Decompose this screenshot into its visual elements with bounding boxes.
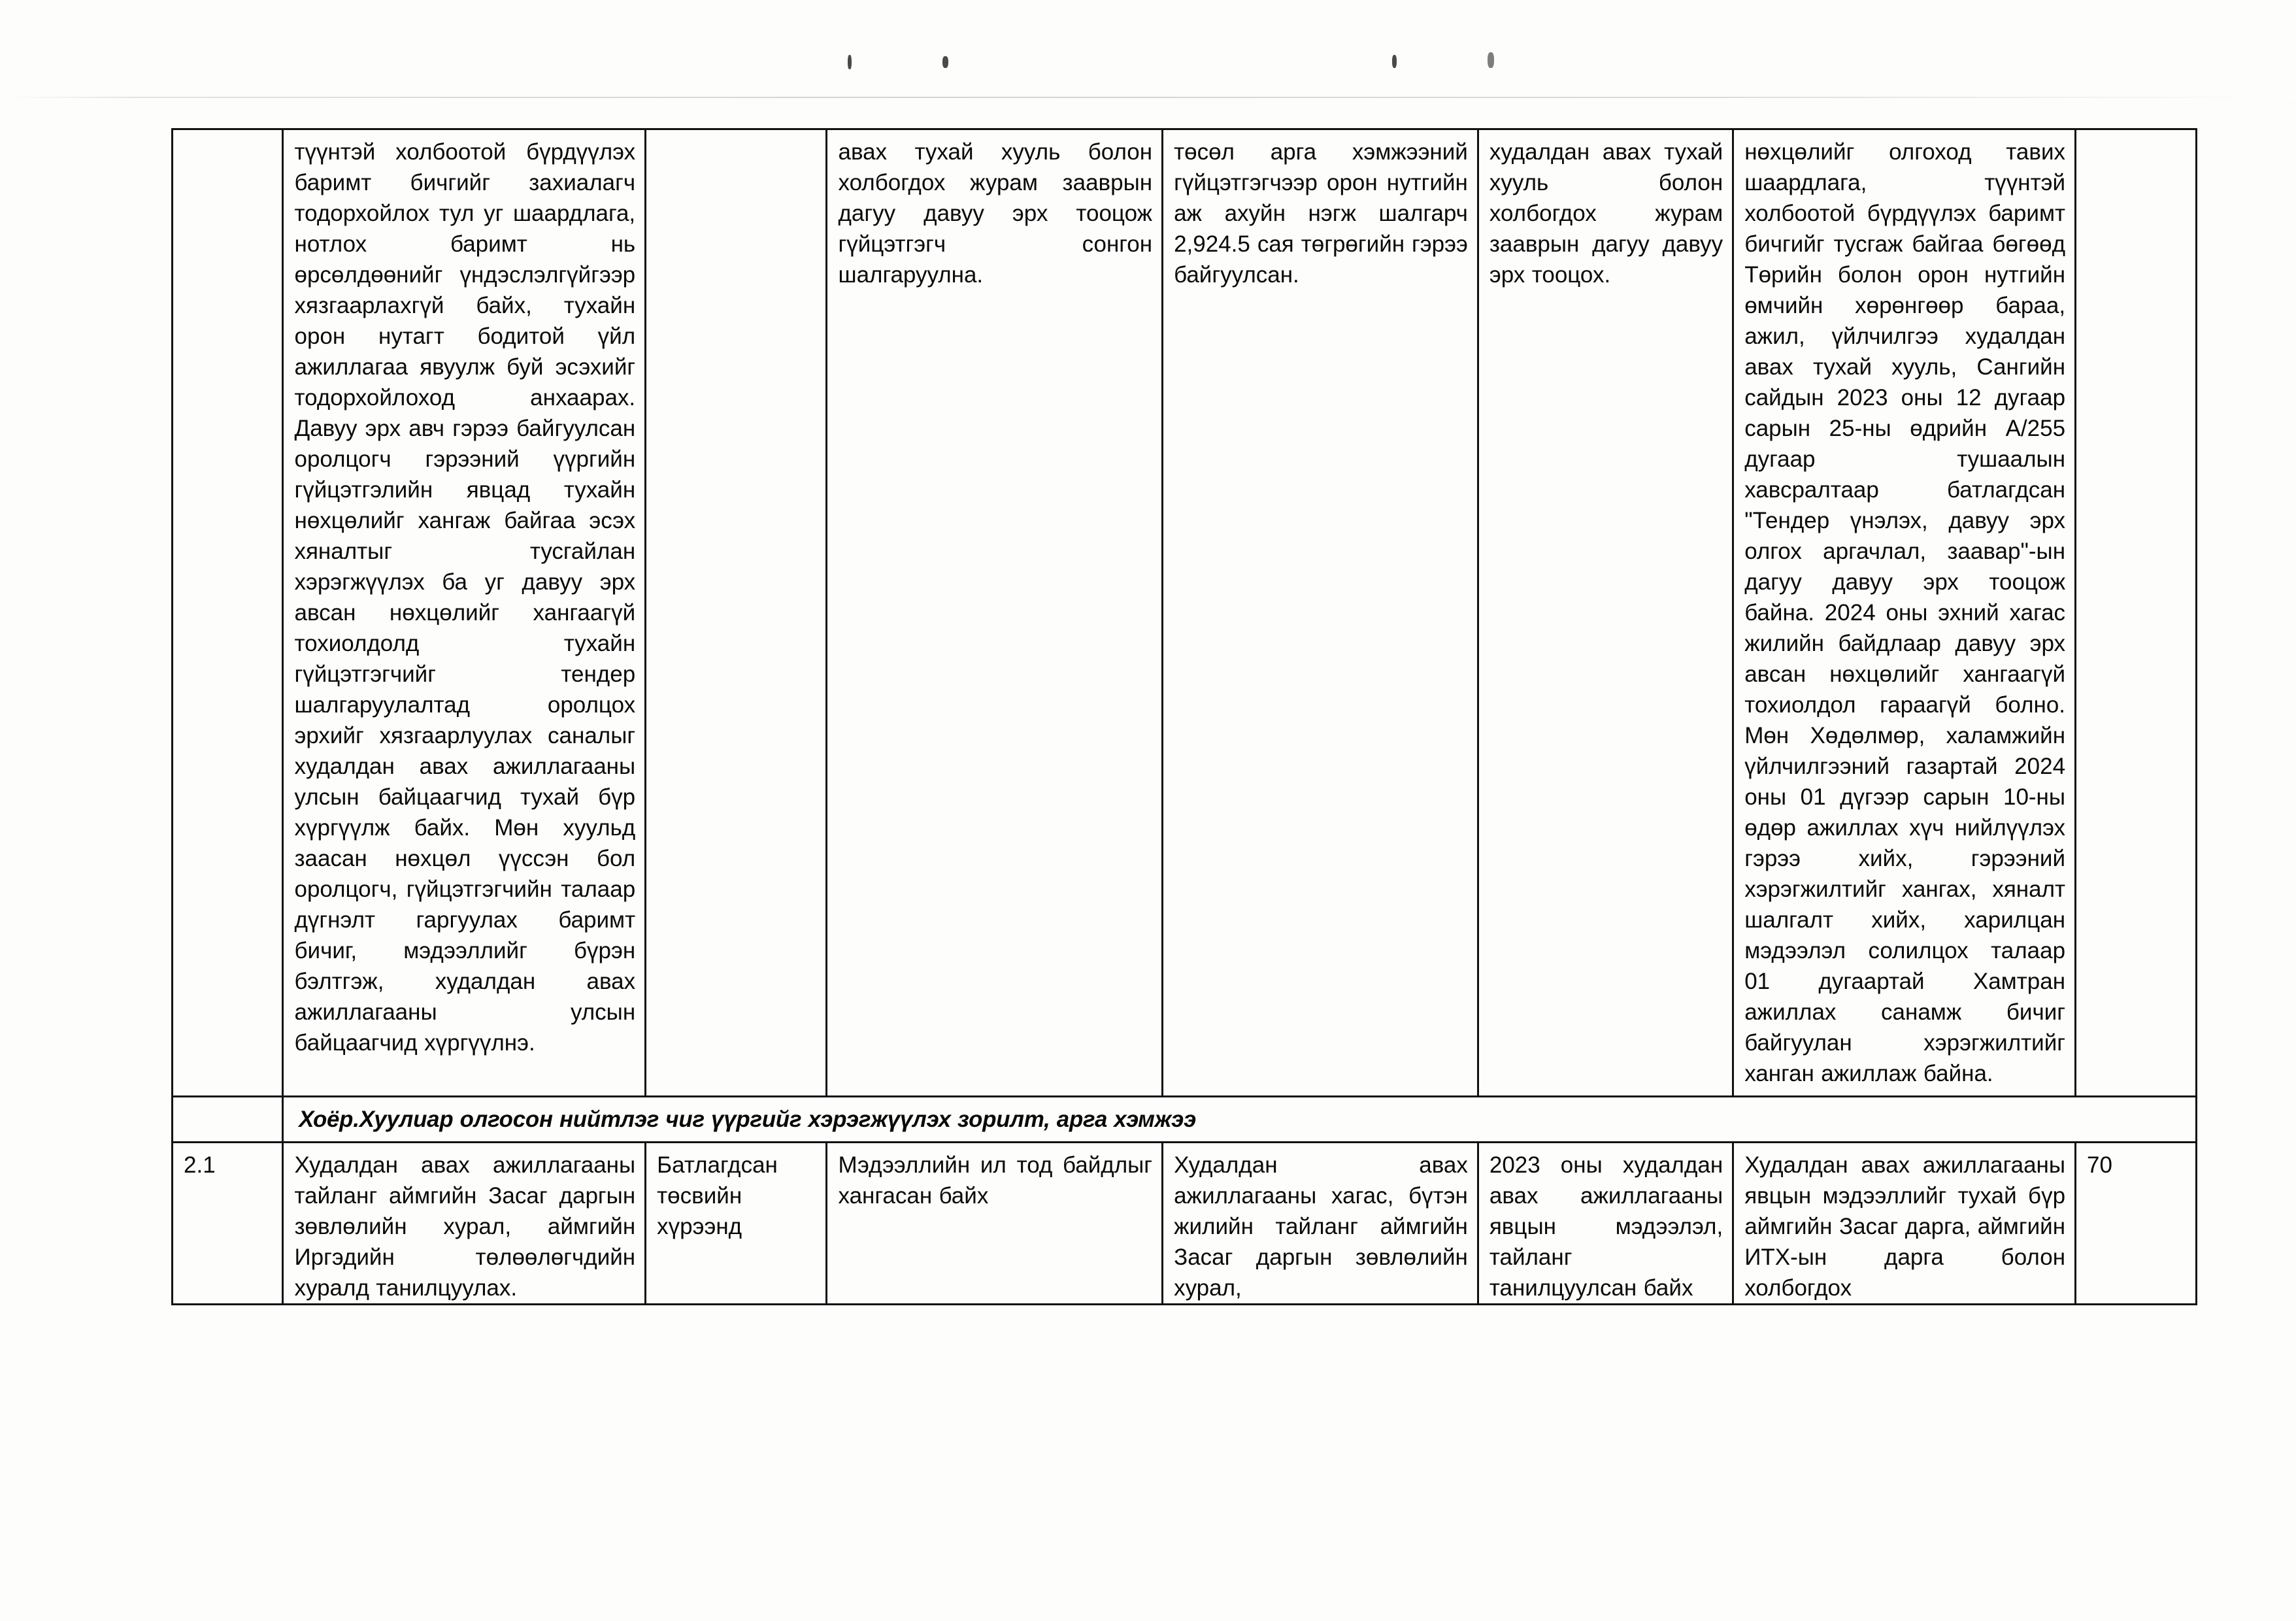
- scan-speck-2: [942, 56, 948, 68]
- section-banner-text: Хоёр.Хуулиар олгосон нийтлэг чиг үүргийг…: [299, 1107, 1197, 1132]
- cell-row-index: [171, 128, 284, 1097]
- cell-result: Худалдан авах ажиллагааны хагас, бүтэн ж…: [1161, 1141, 1479, 1305]
- cell-budget: [644, 128, 828, 1097]
- cell-measure: Худалдан авах ажиллагааны тайланг аймгий…: [282, 1141, 647, 1305]
- cell-indicator: Мэдээллийн ил тод байдлыг хангасан байх: [825, 1141, 1164, 1305]
- cell-score: 70: [2074, 1141, 2197, 1305]
- cell-score: [2074, 128, 2197, 1097]
- section-banner-spacer: [171, 1095, 284, 1143]
- cell-result: төсөл арга хэмжээний гүйцэтгэгчээр орон …: [1161, 128, 1479, 1097]
- cell-indicator: авах тухай хууль болон холбогдох журам з…: [825, 128, 1164, 1097]
- scan-edge-line: [0, 97, 2296, 98]
- cell-assessment: Худалдан авах ажиллагааны явцын мэдээлли…: [1732, 1141, 2077, 1305]
- cell-row-index: 2.1: [171, 1141, 284, 1305]
- cell-criteria: худалдан авах тухай хууль болон холбогдо…: [1476, 128, 1735, 1097]
- table-row-2-1: 2.1 Худалдан авах ажиллагааны тайланг ай…: [171, 1141, 2197, 1305]
- table-row-section-banner: Хоёр.Хуулиар олгосон нийтлэг чиг үүргийг…: [171, 1095, 2197, 1143]
- scan-speck-1: [848, 55, 852, 69]
- section-banner-title: Хоёр.Хуулиар олгосон нийтлэг чиг үүргийг…: [282, 1095, 2197, 1143]
- report-table: түүнтэй холбоотой бүрдүүлэх баримт бичги…: [171, 128, 2197, 1305]
- cell-criteria: 2023 оны худалдан авах ажиллагааны явцын…: [1476, 1141, 1735, 1305]
- cell-assessment: нөхцөлийг олгоход тавих шаардлага, түүнт…: [1732, 128, 2077, 1097]
- table-row-continued: түүнтэй холбоотой бүрдүүлэх баримт бичги…: [171, 128, 2197, 1097]
- scan-speck-3: [1392, 55, 1397, 68]
- cell-budget: Батлагдсан төсвийн хүрээнд: [644, 1141, 828, 1305]
- scan-speck-4: [1488, 52, 1494, 68]
- cell-measure: түүнтэй холбоотой бүрдүүлэх баримт бичги…: [282, 128, 647, 1097]
